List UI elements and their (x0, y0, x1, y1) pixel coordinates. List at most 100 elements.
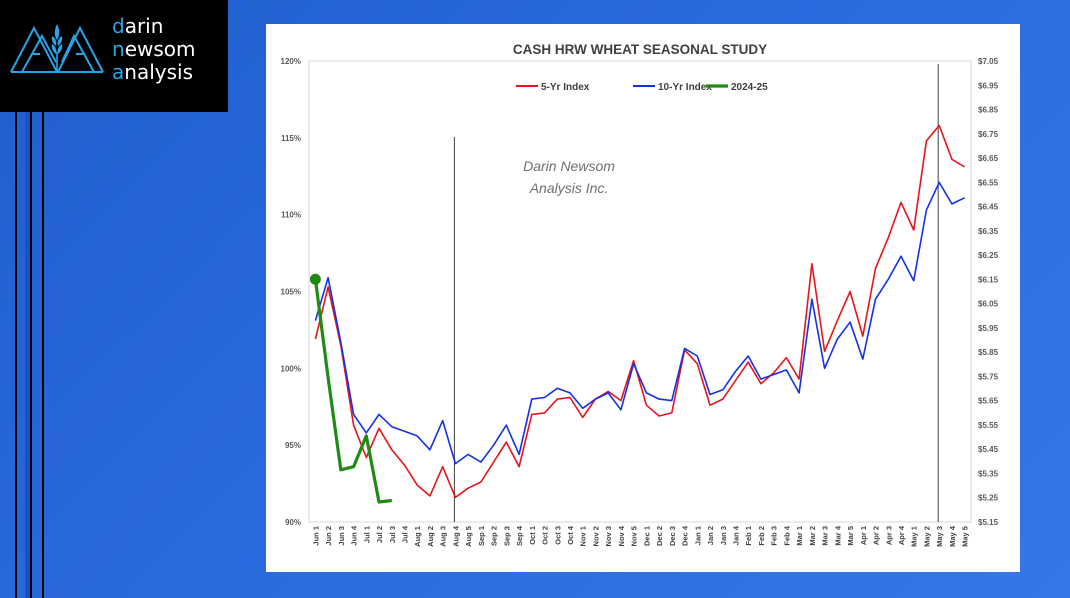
legend-label-2: 10-Yr Index (658, 82, 712, 93)
x-tick-label: Sep 4 (515, 525, 524, 546)
y-right-tick-label: $5.75 (978, 372, 999, 381)
legend-label-1: 5-Yr Index (541, 82, 590, 93)
chart-title: CASH HRW WHEAT SEASONAL STUDY (513, 42, 767, 57)
x-tick-label: Mar 4 (833, 525, 842, 545)
x-tick-label: Jun 3 (337, 526, 346, 546)
current-start-marker (309, 273, 321, 285)
x-tick-label: Feb 2 (757, 526, 766, 546)
y-left-tick-label: 115% (281, 134, 301, 143)
x-tick-label: Dec 4 (681, 525, 690, 546)
y-right-tick-label: $5.25 (978, 494, 999, 503)
y-right-tick-label: $6.85 (978, 106, 999, 115)
y-right-tick-label: $6.45 (978, 203, 999, 212)
x-tick-label: Dec 3 (668, 526, 677, 546)
x-tick-label: Jun 1 (311, 526, 320, 546)
x-tick-label: Jun 4 (350, 525, 359, 545)
y-right-tick-label: $5.65 (978, 397, 999, 406)
brand-name: darin newsom analysis (112, 15, 196, 84)
y-right-tick-label: $6.15 (978, 275, 999, 284)
watermark-line-2: Analysis Inc. (529, 180, 609, 196)
x-tick-label: Mar 3 (821, 526, 830, 546)
x-tick-label: Aug 5 (464, 526, 473, 547)
decor-line-3 (30, 112, 32, 598)
series-line-1 (314, 124, 966, 499)
y-right-tick-label: $5.35 (978, 469, 999, 478)
series-line-3 (313, 278, 392, 504)
decor-line-4 (42, 112, 44, 598)
y-right-tick-label: $7.05 (978, 57, 999, 66)
x-tick-label: Jan 4 (731, 525, 740, 545)
x-tick-label: Aug 1 (413, 526, 422, 547)
x-tick-label: Oct 1 (528, 526, 537, 545)
x-tick-label: Aug 4 (451, 525, 460, 547)
y-right-tick-label: $6.35 (978, 227, 999, 236)
brand-logo: darin newsom analysis (0, 0, 228, 112)
series-line-2 (314, 181, 965, 465)
x-tick-label: Dec 1 (642, 526, 651, 546)
x-tick-label: Sep 1 (477, 526, 486, 546)
plot-area (308, 60, 972, 523)
y-right-tick-label: $6.75 (978, 130, 999, 139)
y-right-tick-label: $6.05 (978, 300, 999, 309)
x-tick-label: May 3 (935, 526, 944, 547)
x-tick-label: Feb 4 (782, 525, 791, 545)
x-tick-label: Sep 2 (490, 526, 499, 546)
y-left-tick-label: 120% (281, 57, 301, 66)
x-tick-label: Oct 2 (541, 526, 550, 545)
y-left-tick-label: 105% (281, 288, 301, 297)
x-tick-label: Jan 3 (719, 526, 728, 545)
y-right-tick-label: $5.85 (978, 348, 999, 357)
x-tick-label: Jun 2 (324, 526, 333, 546)
x-tick-label: Mar 1 (795, 526, 804, 546)
y-right-tick-label: $5.15 (978, 518, 999, 527)
x-tick-label: Apr 1 (859, 526, 868, 545)
x-tick-label: Apr 4 (897, 525, 906, 545)
y-right-tick-label: $5.45 (978, 445, 999, 454)
x-tick-label: Mar 2 (808, 526, 817, 546)
chart-panel: CASH HRW WHEAT SEASONAL STUDY 90% 95% 100% 1… (266, 24, 1020, 572)
x-tick-label: Aug 3 (439, 526, 448, 547)
x-tick-label: Nov 3 (604, 526, 613, 546)
watermark-line-1: Darin Newsom (523, 158, 615, 174)
y-right-tick-label: $6.65 (978, 154, 999, 163)
x-tick-label: Jan 1 (693, 526, 702, 545)
x-tick-label: Jul 3 (388, 526, 397, 543)
brand-line-3: analysis (112, 60, 193, 84)
decor-line-2 (25, 112, 30, 598)
x-tick-label: Oct 4 (566, 525, 575, 545)
x-tick-label: May 2 (922, 526, 931, 547)
x-tick-label: Nov 5 (630, 526, 639, 546)
y-right-tick-label: $6.95 (978, 81, 999, 90)
y-left-tick-label: 110% (281, 211, 301, 220)
brand-line-1: darin (112, 14, 164, 38)
y-left-tick-label: 95% (285, 441, 301, 450)
x-tick-label: May 4 (948, 525, 957, 547)
x-tick-label: Dec 2 (655, 526, 664, 546)
x-tick-label: May 5 (961, 526, 970, 547)
x-tick-label: Nov 4 (617, 525, 626, 546)
x-tick-label: Jul 4 (400, 525, 409, 543)
x-tick-label: Nov 2 (591, 526, 600, 546)
x-tick-label: Apr 2 (872, 526, 881, 545)
x-tick-label: Oct 3 (553, 526, 562, 545)
x-tick-label: Jan 2 (706, 526, 715, 545)
x-tick-label: Feb 1 (744, 526, 753, 546)
y-left-tick-label: 100% (281, 364, 301, 373)
x-tick-label: Sep 3 (502, 526, 511, 546)
x-tick-label: Mar 5 (846, 526, 855, 546)
x-tick-label: Jul 2 (375, 526, 384, 543)
x-tick-label: Jul 1 (362, 526, 371, 543)
mountain-wheat-logo-icon (10, 24, 104, 73)
y-left-tick-label: 90% (285, 518, 301, 527)
x-tick-label: Aug 2 (426, 526, 435, 547)
y-right-tick-label: $6.55 (978, 178, 999, 187)
seasonal-line-chart: CASH HRW WHEAT SEASONAL STUDY 90% 95% 100% 1… (281, 42, 999, 547)
x-tick-label: Apr 3 (884, 526, 893, 545)
y-right-tick-label: $6.25 (978, 251, 999, 260)
decor-line-1 (15, 112, 17, 598)
y-right-tick-label: $5.95 (978, 324, 999, 333)
brand-line-2: newsom (112, 37, 196, 61)
x-tick-label: Feb 3 (770, 526, 779, 546)
x-tick-label: Nov 1 (579, 526, 588, 546)
legend-label-3: 2024-25 (731, 82, 768, 93)
